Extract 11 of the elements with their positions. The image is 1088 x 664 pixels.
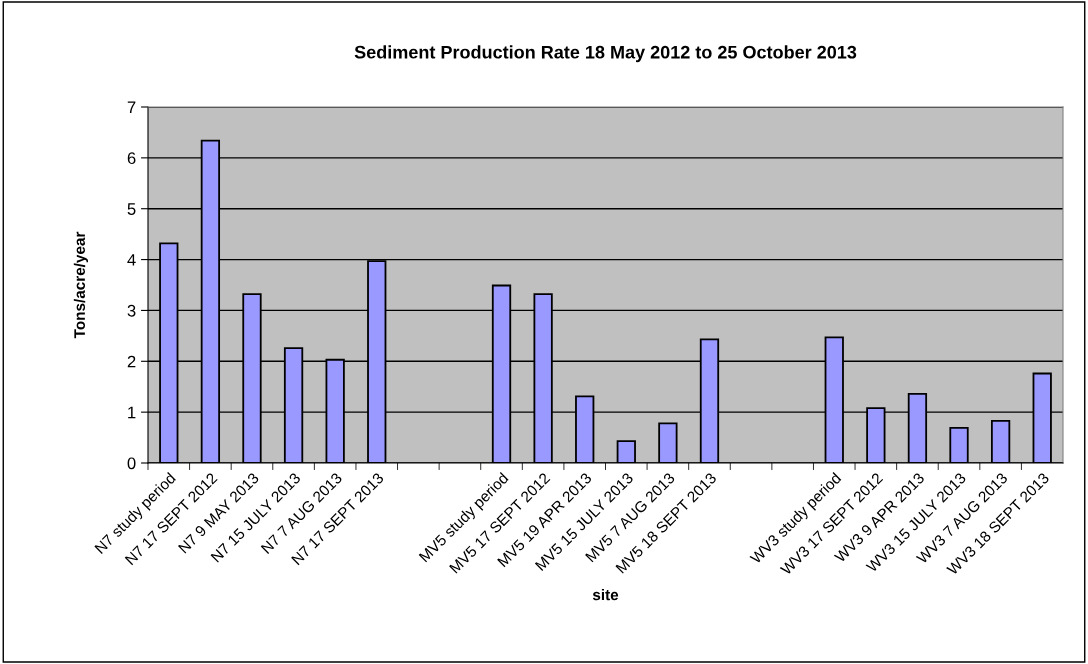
y-tick-label: 1 <box>128 406 136 419</box>
y-tick-label: 5 <box>127 203 136 215</box>
y-tick-label: 3 <box>127 304 136 317</box>
y-axis-title: Tons/acre/year <box>73 231 89 339</box>
y-tick-label: 4 <box>127 254 136 266</box>
chart-title: Sediment Production Rate 18 May 2012 to 25 October 2013 <box>354 45 857 63</box>
x-axis-title: site <box>592 589 619 601</box>
y-tick-label: 2 <box>127 355 136 368</box>
y-tick-label: 6 <box>127 152 136 165</box>
y-tick-label: 7 <box>127 101 136 114</box>
y-tick-label: 0 <box>127 457 136 470</box>
